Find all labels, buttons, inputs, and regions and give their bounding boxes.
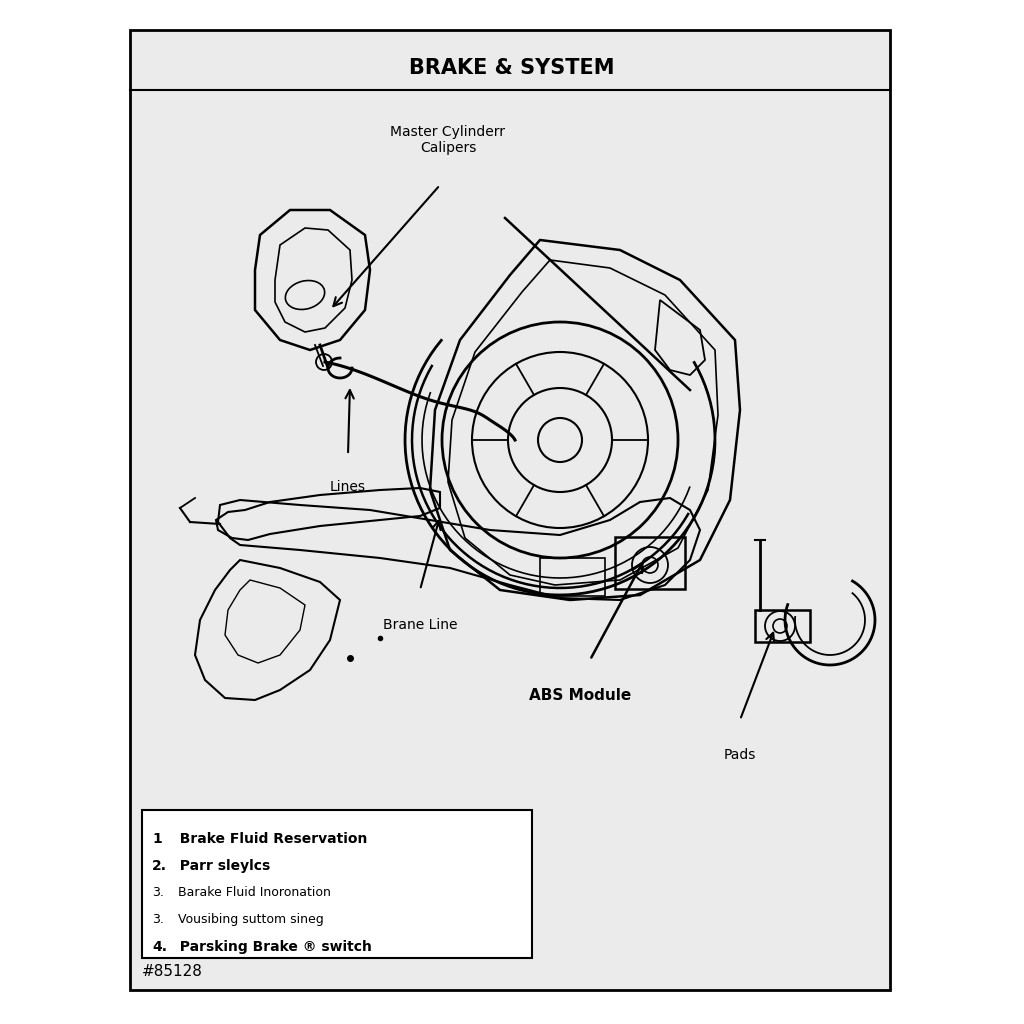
Bar — [130, 30, 890, 990]
Text: Parr sleylcs: Parr sleylcs — [170, 859, 270, 873]
Text: 2.: 2. — [152, 859, 167, 873]
Bar — [540, 558, 605, 596]
Text: Lines: Lines — [330, 480, 366, 494]
Text: Barake Fluid Inoronation: Barake Fluid Inoronation — [170, 886, 331, 899]
Text: Parsking Brake ® switch: Parsking Brake ® switch — [170, 940, 372, 954]
Text: 4.: 4. — [152, 940, 167, 954]
Text: Brake Fluid Reservation: Brake Fluid Reservation — [170, 831, 368, 846]
Text: Vousibing suttom sineg: Vousibing suttom sineg — [170, 913, 324, 926]
Text: 3.: 3. — [152, 913, 164, 926]
Bar — [755, 610, 810, 642]
Bar — [615, 537, 685, 589]
Bar — [142, 810, 532, 958]
Text: BRAKE & SYSTEM: BRAKE & SYSTEM — [410, 58, 614, 78]
Text: 1: 1 — [152, 831, 162, 846]
Text: Pads: Pads — [724, 748, 756, 762]
Text: #85128: #85128 — [142, 965, 203, 980]
Text: 3.: 3. — [152, 886, 164, 899]
Text: Brane Line: Brane Line — [383, 618, 458, 632]
Text: ABS Module: ABS Module — [528, 688, 631, 703]
Text: Master Cylinderr
Calipers: Master Cylinderr Calipers — [390, 125, 506, 155]
